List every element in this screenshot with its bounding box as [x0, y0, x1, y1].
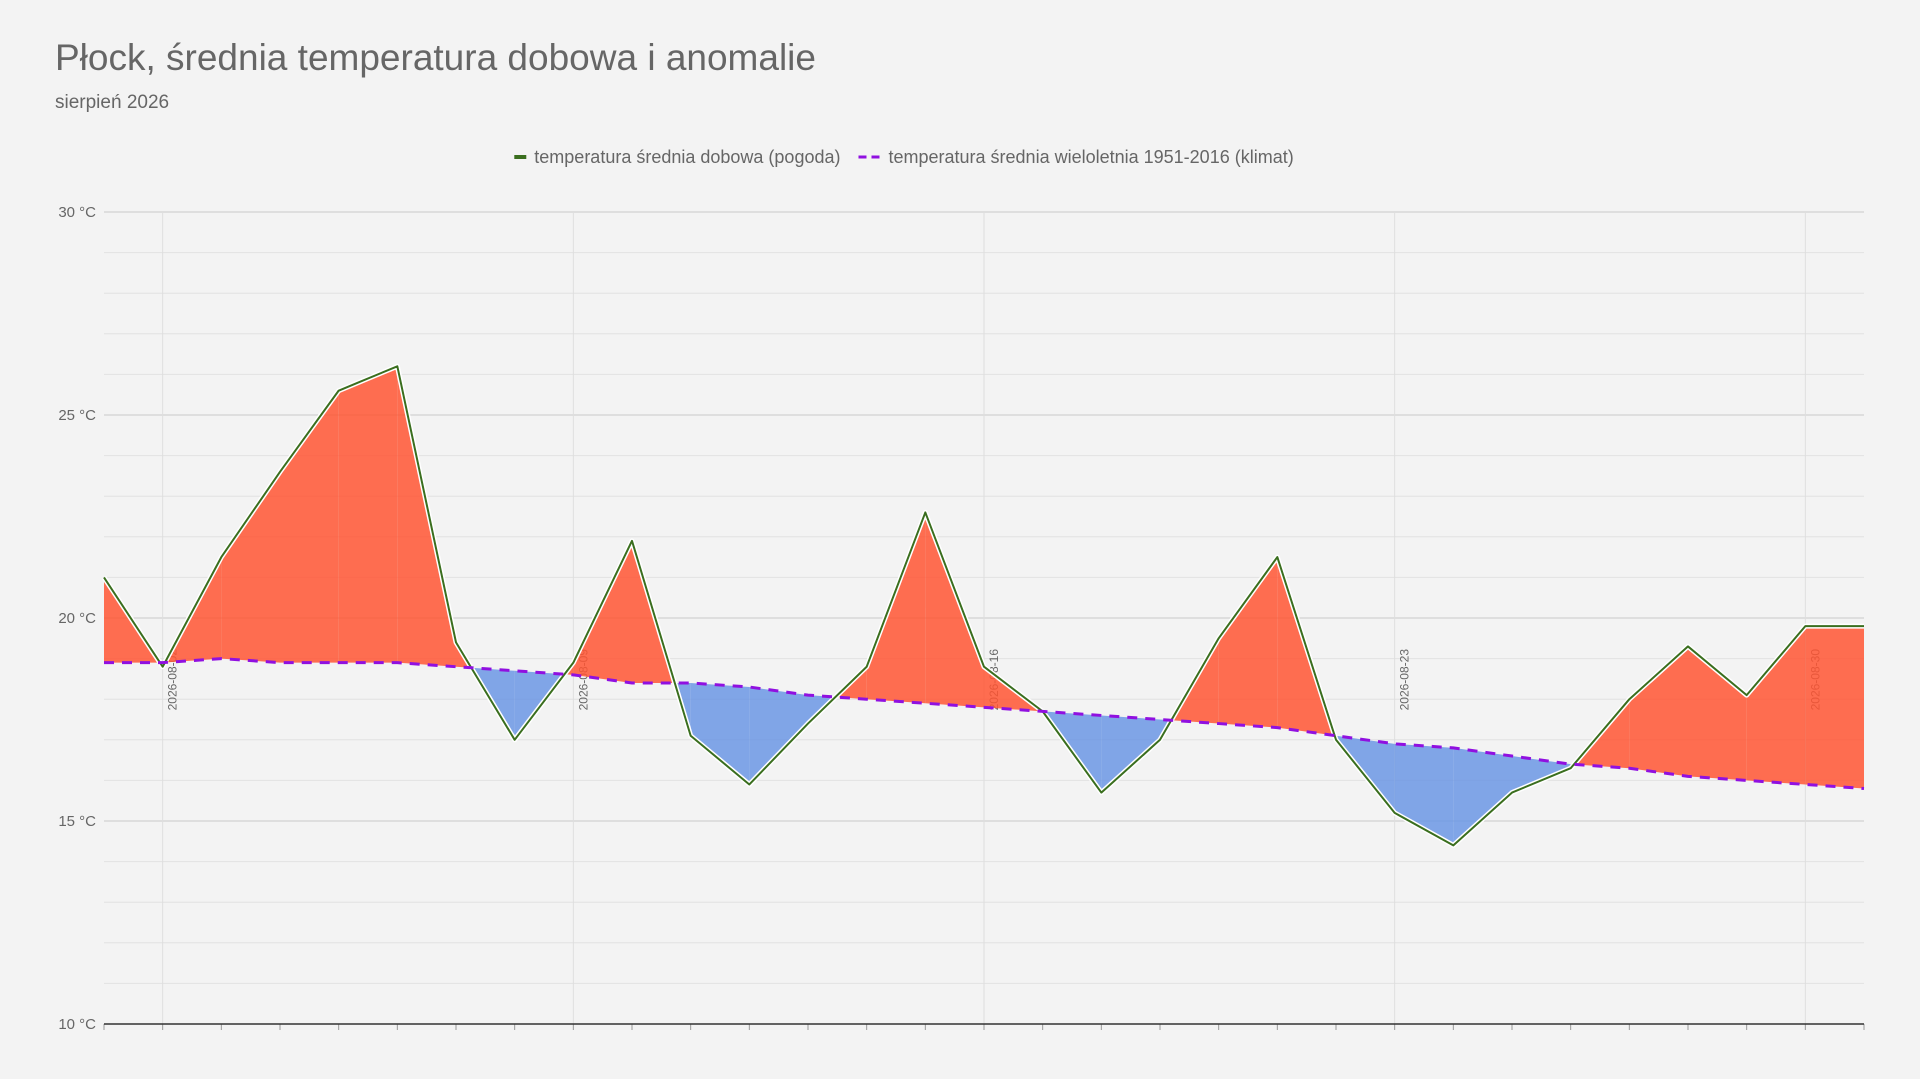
anomaly-area: [338, 366, 398, 663]
anomaly-area: [221, 471, 280, 663]
y-tick-label: 15 °C: [58, 813, 96, 830]
anomaly-area: [1746, 626, 1806, 785]
anomaly-area: [866, 512, 926, 704]
y-tick-label: 10 °C: [58, 1016, 96, 1033]
anomaly-area: [1629, 646, 1688, 777]
legend: temperatura średnia dobowa (pogoda) tempe…: [514, 147, 1294, 167]
x-tick-label: 2026-08-23: [1398, 649, 1412, 711]
chart-subtitle: sierpień 2026: [55, 92, 169, 113]
chart-title: Płock, średnia temperatura dobowa i anom…: [55, 37, 816, 78]
anomaly-area: [1453, 747, 1512, 846]
anomaly-area: [925, 512, 984, 708]
legend-label: temperatura średnia dobowa (pogoda): [534, 147, 840, 167]
anomaly-area: [1512, 756, 1571, 793]
x-tick-label: 2026-08-02: [166, 649, 180, 711]
anomaly-area: [690, 682, 750, 785]
anomaly-area: [1101, 715, 1160, 793]
anomaly-area: [1688, 646, 1747, 781]
anomaly-area: [749, 687, 808, 785]
y-tick-label: 20 °C: [58, 610, 96, 627]
anomaly-area: [1805, 626, 1864, 789]
series-line: [104, 657, 1865, 791]
y-tick-label: 25 °C: [58, 407, 96, 424]
anomaly-area: [1218, 557, 1278, 728]
legend-label: temperatura średnia wieloletnia 1951-201…: [888, 147, 1293, 167]
y-tick-label: 30 °C: [58, 204, 96, 221]
series-line: [103, 365, 1864, 847]
anomaly-area: [280, 390, 339, 663]
